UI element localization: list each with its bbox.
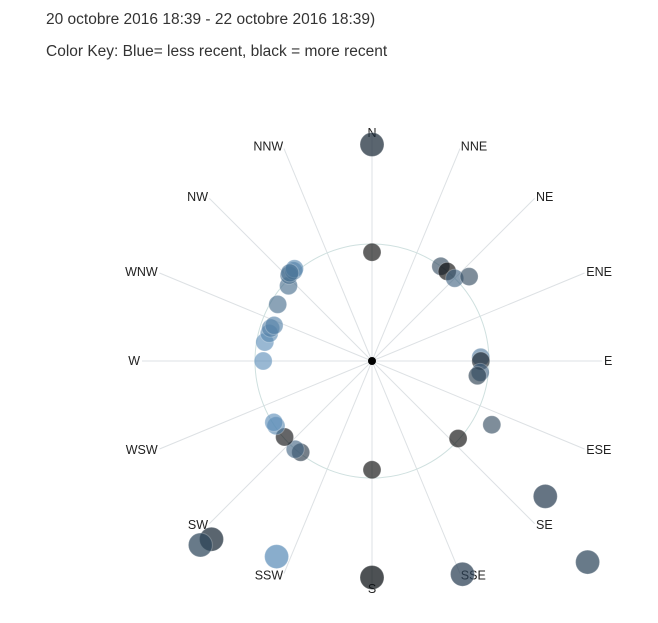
spoke-wsw: [159, 360, 373, 450]
spoke-ene: [371, 272, 585, 362]
label-ne: NE: [536, 190, 553, 204]
data-point: [359, 565, 385, 590]
label-ene: ENE: [586, 265, 612, 279]
data-point: [362, 242, 382, 262]
label-nw: NW: [187, 190, 208, 204]
data-point: [575, 549, 601, 575]
label-se: SE: [536, 518, 553, 532]
spoke-ssw: [283, 360, 373, 574]
label-wnw: WNW: [125, 265, 158, 279]
data-point: [187, 532, 213, 558]
data-point: [280, 263, 300, 283]
label-sw: SW: [188, 518, 208, 532]
spoke-sse: [371, 360, 461, 574]
data-point: [362, 460, 382, 480]
data-point: [264, 544, 290, 570]
data-point: [482, 415, 502, 435]
label-wsw: WSW: [126, 443, 158, 457]
data-point: [467, 366, 487, 386]
data-point: [459, 267, 479, 287]
data-point: [450, 561, 475, 587]
data-point: [359, 132, 385, 157]
data-point: [285, 439, 305, 459]
spoke-wnw: [159, 272, 373, 362]
data-points: [187, 132, 601, 590]
label-ese: ESE: [586, 443, 611, 457]
data-point: [264, 315, 284, 335]
center-dot: [368, 357, 376, 365]
spoke-nnw: [283, 148, 373, 362]
direction-labels: NNNENEENEEESESESSESSSWSWWSWWWNWNWNNW: [125, 126, 612, 596]
color-key-legend: Color Key: Blue= less recent, black = mo…: [46, 43, 388, 60]
label-nnw: NNW: [253, 140, 283, 154]
data-point: [253, 351, 273, 371]
data-point: [264, 412, 284, 432]
spoke-nne: [371, 148, 461, 362]
date-range-subtitle: 20 octobre 2016 18:39 - 22 octobre 2016 …: [46, 11, 376, 28]
label-nne: NNE: [461, 140, 487, 154]
label-w: W: [128, 354, 140, 368]
data-point: [448, 429, 468, 448]
label-e: E: [604, 354, 612, 368]
label-ssw: SSW: [255, 568, 284, 582]
data-point: [532, 483, 558, 509]
data-point: [268, 294, 288, 314]
spoke-ese: [371, 360, 585, 450]
